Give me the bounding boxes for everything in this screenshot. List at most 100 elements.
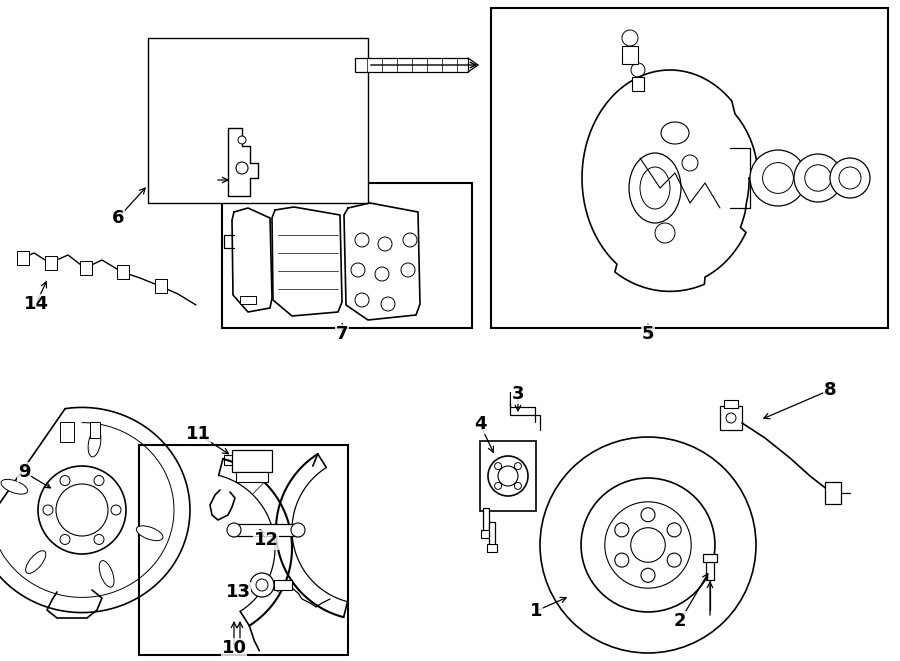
- Circle shape: [381, 297, 395, 311]
- Circle shape: [250, 573, 274, 597]
- Circle shape: [631, 63, 645, 77]
- Bar: [222, 183, 472, 328]
- Circle shape: [540, 437, 756, 653]
- Circle shape: [401, 263, 415, 277]
- Circle shape: [94, 475, 104, 486]
- Bar: [622, 46, 638, 64]
- Text: 4: 4: [473, 415, 486, 433]
- Circle shape: [495, 463, 501, 469]
- Bar: [236, 472, 268, 482]
- Circle shape: [227, 523, 241, 537]
- Circle shape: [291, 523, 305, 537]
- Circle shape: [488, 456, 528, 496]
- Circle shape: [355, 293, 369, 307]
- Bar: [706, 558, 714, 580]
- Text: 2: 2: [674, 612, 686, 630]
- Bar: [17, 251, 29, 265]
- Circle shape: [605, 502, 691, 588]
- Circle shape: [615, 553, 629, 567]
- Text: 1: 1: [530, 602, 542, 620]
- Circle shape: [56, 484, 108, 536]
- Ellipse shape: [629, 153, 681, 223]
- Ellipse shape: [136, 526, 163, 541]
- Text: 11: 11: [185, 425, 211, 443]
- Bar: [240, 296, 256, 304]
- Bar: [139, 445, 348, 655]
- Bar: [487, 544, 497, 552]
- Circle shape: [655, 223, 675, 243]
- Text: 14: 14: [23, 295, 49, 313]
- Text: 13: 13: [226, 583, 250, 601]
- Bar: [720, 406, 742, 430]
- Bar: [355, 58, 468, 72]
- Circle shape: [682, 155, 698, 171]
- Circle shape: [375, 267, 389, 281]
- Circle shape: [355, 233, 369, 247]
- Text: 7: 7: [336, 325, 348, 343]
- Circle shape: [762, 163, 794, 194]
- Bar: [491, 8, 888, 328]
- Ellipse shape: [88, 429, 101, 457]
- Bar: [90, 422, 100, 438]
- Ellipse shape: [1, 479, 28, 494]
- Bar: [60, 422, 74, 442]
- Circle shape: [498, 466, 518, 486]
- Circle shape: [515, 463, 521, 469]
- Circle shape: [43, 505, 53, 515]
- Circle shape: [615, 523, 629, 537]
- Circle shape: [38, 466, 126, 554]
- Bar: [489, 522, 495, 546]
- Circle shape: [641, 568, 655, 582]
- Text: 8: 8: [824, 381, 836, 399]
- Bar: [80, 261, 92, 275]
- Bar: [724, 400, 738, 408]
- Text: 12: 12: [254, 531, 278, 549]
- Circle shape: [726, 413, 736, 423]
- Circle shape: [830, 158, 870, 198]
- Circle shape: [622, 30, 638, 46]
- Ellipse shape: [99, 561, 114, 587]
- Text: 10: 10: [221, 639, 247, 657]
- Bar: [274, 580, 292, 590]
- Bar: [117, 265, 129, 279]
- Circle shape: [667, 523, 681, 537]
- Ellipse shape: [661, 122, 689, 144]
- Circle shape: [236, 162, 248, 174]
- Bar: [45, 256, 57, 270]
- Circle shape: [667, 553, 681, 567]
- Bar: [148, 38, 368, 203]
- Circle shape: [94, 535, 104, 545]
- Circle shape: [641, 508, 655, 522]
- Circle shape: [631, 527, 665, 563]
- Circle shape: [238, 136, 246, 144]
- Circle shape: [351, 263, 365, 277]
- Bar: [232, 450, 272, 472]
- Bar: [483, 508, 489, 532]
- Circle shape: [256, 579, 268, 591]
- Text: 3: 3: [512, 385, 524, 403]
- Circle shape: [403, 233, 417, 247]
- Circle shape: [60, 475, 70, 486]
- Circle shape: [495, 483, 501, 489]
- Ellipse shape: [25, 551, 46, 574]
- Bar: [481, 530, 491, 538]
- Text: 6: 6: [112, 209, 124, 227]
- Circle shape: [839, 167, 861, 189]
- Bar: [825, 482, 841, 504]
- Circle shape: [794, 154, 842, 202]
- Text: 5: 5: [642, 325, 654, 343]
- Circle shape: [378, 237, 392, 251]
- Bar: [703, 554, 717, 562]
- Circle shape: [581, 478, 715, 612]
- Bar: [480, 441, 536, 511]
- Circle shape: [750, 150, 806, 206]
- Text: 9: 9: [18, 463, 31, 481]
- Circle shape: [515, 483, 521, 489]
- Circle shape: [60, 535, 70, 545]
- Circle shape: [805, 165, 832, 191]
- Bar: [155, 279, 167, 293]
- Circle shape: [111, 505, 121, 515]
- Bar: [632, 77, 644, 91]
- Bar: [232, 524, 300, 536]
- Ellipse shape: [640, 167, 670, 209]
